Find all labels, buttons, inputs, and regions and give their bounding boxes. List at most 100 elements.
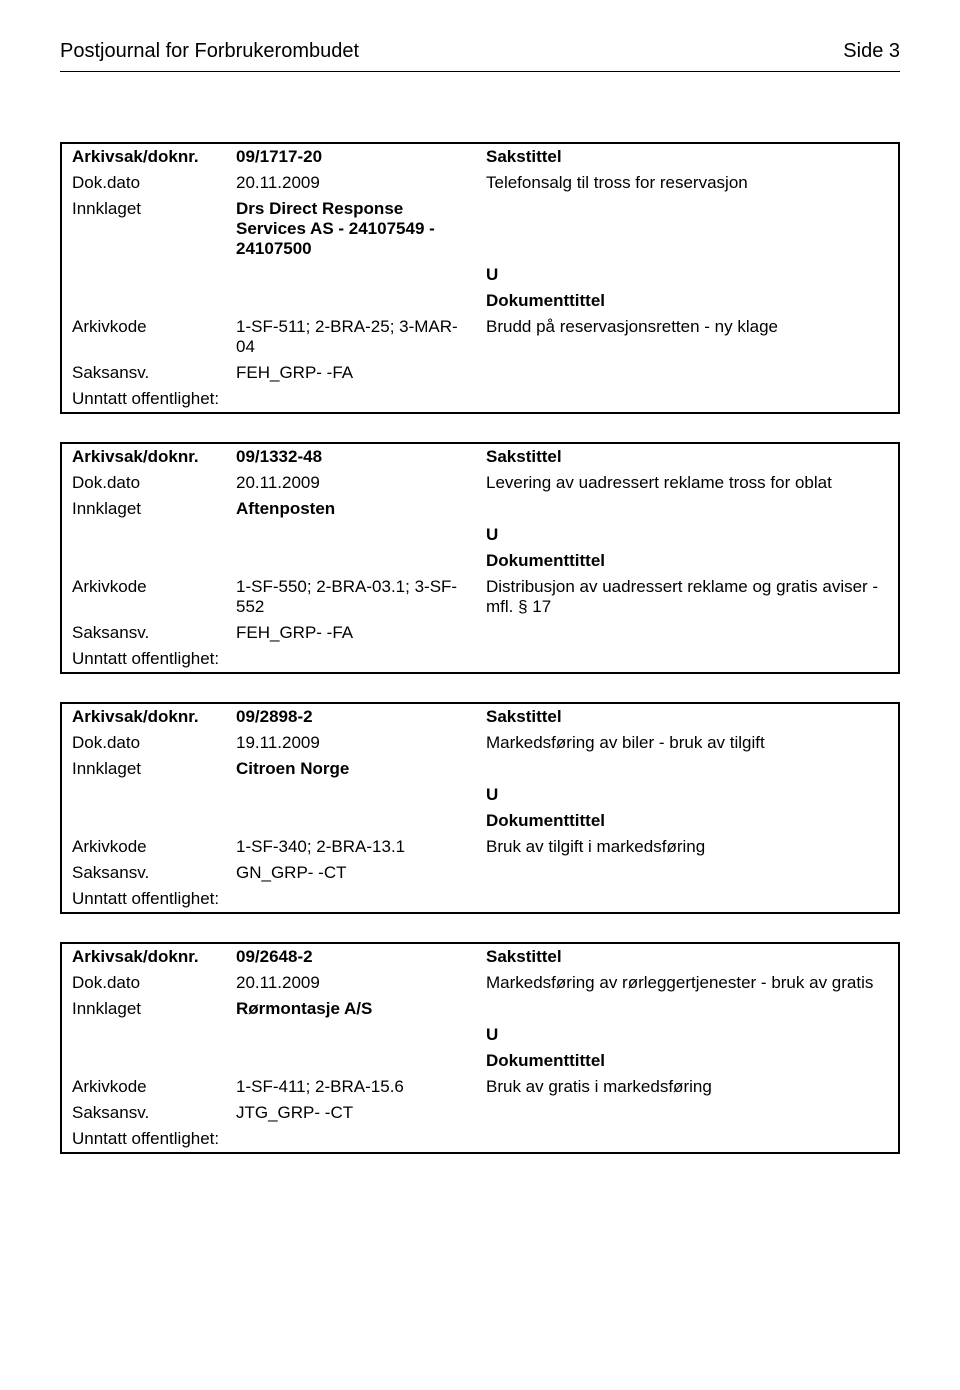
field-right: Markedsføring av rørleggertjenester - br…: [482, 970, 898, 996]
field-label: Arkivsak/doknr.: [62, 444, 232, 470]
field-right: [482, 360, 898, 366]
field-right: U: [482, 522, 898, 548]
record-row: Arkivkode1-SF-550; 2-BRA-03.1; 3-SF-552D…: [62, 574, 898, 620]
field-label: Unntatt offentlighet:: [62, 1126, 232, 1152]
field-label: Saksansv.: [62, 360, 232, 386]
record-row: Saksansv.FEH_GRP- -FA: [62, 620, 898, 646]
field-value: [232, 386, 482, 392]
record-row: InnklagetCitroen Norge: [62, 756, 898, 782]
field-label: [62, 1022, 232, 1028]
field-label: Unntatt offentlighet:: [62, 886, 232, 912]
field-value: Citroen Norge: [232, 756, 482, 782]
field-right: [482, 1126, 898, 1132]
record-row: Arkivkode1-SF-411; 2-BRA-15.6Bruk av gra…: [62, 1074, 898, 1100]
field-right: U: [482, 262, 898, 288]
field-value: [232, 262, 482, 268]
field-value: Rørmontasje A/S: [232, 996, 482, 1022]
field-right: Dokumenttittel: [482, 808, 898, 834]
page-number: Side 3: [843, 40, 900, 63]
field-right: [482, 386, 898, 392]
field-value: [232, 1126, 482, 1132]
field-label: Innklaget: [62, 496, 232, 522]
field-right: Sakstittel: [482, 144, 898, 170]
field-right: [482, 496, 898, 502]
field-right: [482, 1100, 898, 1106]
dokumenttittel-label: Dokumenttittel: [486, 291, 605, 310]
field-value: [232, 1048, 482, 1054]
field-value: [232, 288, 482, 294]
field-right: U: [482, 782, 898, 808]
record-row: InnklagetDrs Direct Response Services AS…: [62, 196, 898, 262]
header-title: Postjournal for Forbrukerombudet: [60, 40, 359, 63]
field-label: Arkivkode: [62, 834, 232, 860]
field-label: Arkivkode: [62, 574, 232, 600]
field-right: Bruk av gratis i markedsføring: [482, 1074, 898, 1100]
field-right: Bruk av tilgift i markedsføring: [482, 834, 898, 860]
sakstittel-text: Markedsføring av biler - bruk av tilgift: [486, 733, 765, 752]
header-rule: [60, 71, 900, 72]
field-label: Unntatt offentlighet:: [62, 386, 232, 412]
field-right: U: [482, 1022, 898, 1048]
direction-indicator: U: [486, 1025, 498, 1044]
field-value: 1-SF-340; 2-BRA-13.1: [232, 834, 482, 860]
direction-indicator: U: [486, 525, 498, 544]
record-row: Unntatt offentlighet:: [62, 646, 898, 672]
field-value: [232, 522, 482, 528]
record-row: U: [62, 782, 898, 808]
field-label: [62, 522, 232, 528]
record-row: Dokumenttittel: [62, 288, 898, 314]
record-row: U: [62, 1022, 898, 1048]
record-row: InnklagetAftenposten: [62, 496, 898, 522]
field-right: Telefonsalg til tross for reservasjon: [482, 170, 898, 196]
field-right: [482, 620, 898, 626]
field-label: Arkivkode: [62, 1074, 232, 1100]
field-label: Innklaget: [62, 756, 232, 782]
field-value: JTG_GRP- -CT: [232, 1100, 482, 1126]
field-value: [232, 808, 482, 814]
field-value: [232, 782, 482, 788]
record-row: Dok.dato20.11.2009Telefonsalg til tross …: [62, 170, 898, 196]
field-right: Markedsføring av biler - bruk av tilgift: [482, 730, 898, 756]
field-value: 20.11.2009: [232, 970, 482, 996]
field-label: Arkivsak/doknr.: [62, 944, 232, 970]
field-label: [62, 262, 232, 268]
record-row: Arkivsak/doknr.09/1717-20Sakstittel: [62, 144, 898, 170]
record-row: Arkivkode1-SF-340; 2-BRA-13.1Bruk av til…: [62, 834, 898, 860]
field-value: [232, 1022, 482, 1028]
record: Arkivsak/doknr.09/2898-2SakstittelDok.da…: [60, 702, 900, 914]
page: Postjournal for Forbrukerombudet Side 3 …: [0, 0, 960, 1222]
record-row: Unntatt offentlighet:: [62, 886, 898, 912]
field-right: [482, 196, 898, 202]
record-row: Saksansv.GN_GRP- -CT: [62, 860, 898, 886]
sakstittel-label: Sakstittel: [486, 707, 562, 726]
field-label: Saksansv.: [62, 860, 232, 886]
field-right: Sakstittel: [482, 944, 898, 970]
record-row: Saksansv.JTG_GRP- -CT: [62, 1100, 898, 1126]
record-row: Saksansv.FEH_GRP- -FA: [62, 360, 898, 386]
record-row: Unntatt offentlighet:: [62, 1126, 898, 1152]
field-label: [62, 1048, 232, 1054]
dokumenttittel-text: Brudd på reservasjonsretten - ny klage: [486, 317, 778, 336]
record-row: Dokumenttittel: [62, 1048, 898, 1074]
field-value: 20.11.2009: [232, 470, 482, 496]
field-right: Sakstittel: [482, 444, 898, 470]
field-label: Innklaget: [62, 996, 232, 1022]
dokumenttittel-label: Dokumenttittel: [486, 551, 605, 570]
sakstittel-label: Sakstittel: [486, 447, 562, 466]
record: Arkivsak/doknr.09/1332-48SakstittelDok.d…: [60, 442, 900, 674]
field-right: [482, 996, 898, 1002]
page-header: Postjournal for Forbrukerombudet Side 3: [60, 40, 900, 63]
field-label: Dok.dato: [62, 170, 232, 196]
record-row: Dok.dato19.11.2009Markedsføring av biler…: [62, 730, 898, 756]
record-row: U: [62, 262, 898, 288]
dokumenttittel-label: Dokumenttittel: [486, 811, 605, 830]
field-value: Drs Direct Response Services AS - 241075…: [232, 196, 482, 262]
field-right: Distribusjon av uadressert reklame og gr…: [482, 574, 898, 620]
sakstittel-label: Sakstittel: [486, 147, 562, 166]
field-value: 09/2898-2: [232, 704, 482, 730]
field-right: Dokumenttittel: [482, 1048, 898, 1074]
record: Arkivsak/doknr.09/1717-20SakstittelDok.d…: [60, 142, 900, 414]
direction-indicator: U: [486, 265, 498, 284]
field-right: [482, 756, 898, 762]
record-row: Dok.dato20.11.2009Levering av uadressert…: [62, 470, 898, 496]
